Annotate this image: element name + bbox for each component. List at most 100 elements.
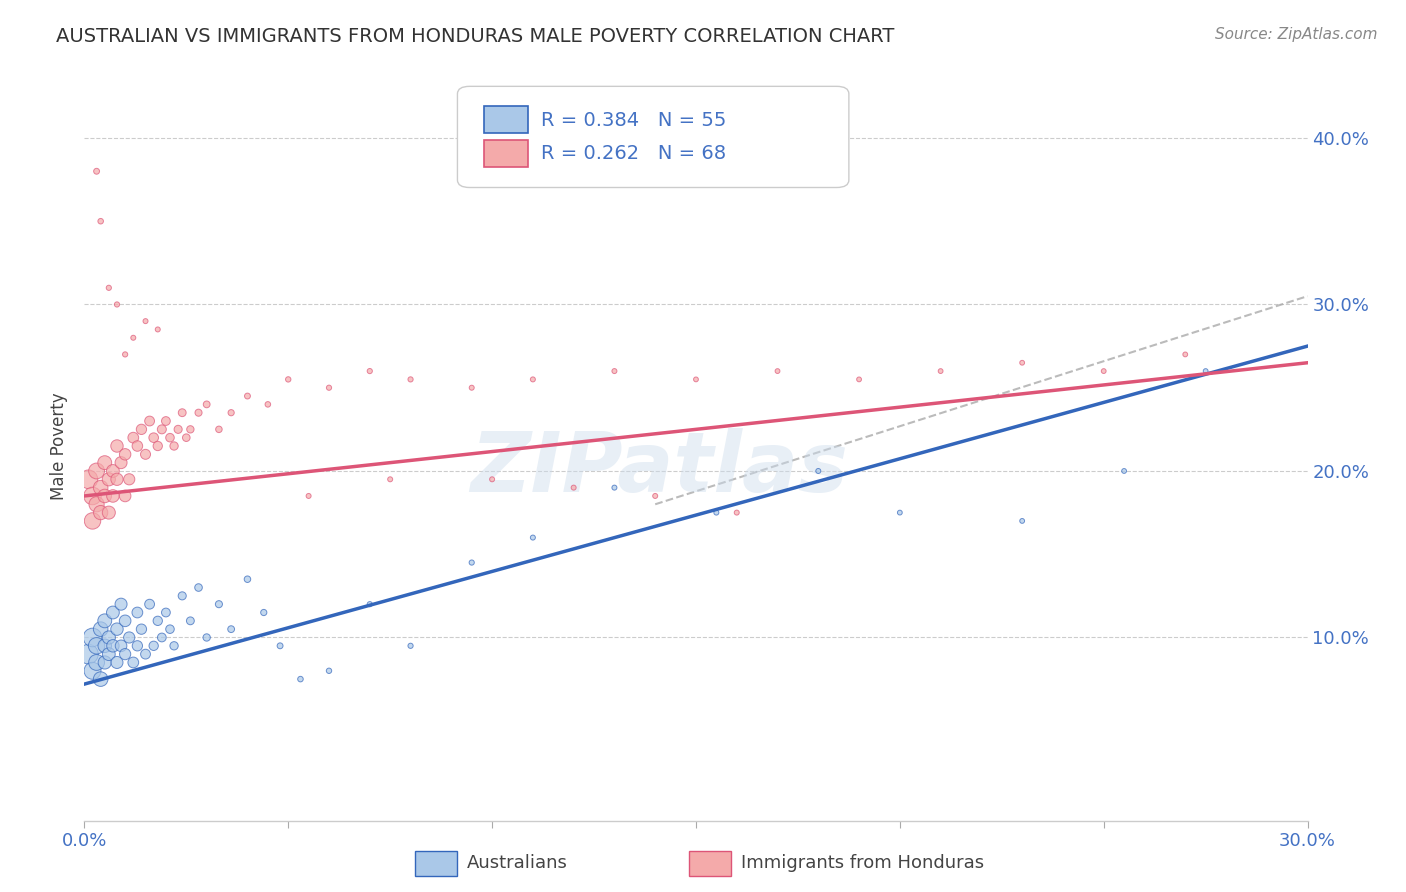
Point (97, 647, 120, 661)
Point (127, 439, 149, 453)
Point (603, 481, 626, 495)
Point (131, 422, 153, 436)
Point (93, 456, 115, 470)
Point (105, 439, 128, 453)
Point (163, 439, 186, 453)
Text: ZIPatlas: ZIPatlas (471, 428, 848, 509)
Point (155, 606, 177, 620)
Point (101, 464, 124, 478)
Point (208, 422, 231, 436)
Point (114, 614, 136, 628)
Point (142, 639, 165, 653)
Point (135, 647, 157, 661)
Point (187, 581, 209, 595)
Point (1011, 514, 1033, 528)
Point (929, 364, 952, 378)
Point (146, 614, 169, 628)
Point (159, 431, 181, 445)
Point (253, 606, 276, 620)
Point (90, 481, 112, 495)
Point (110, 639, 132, 653)
Point (359, 597, 381, 611)
Point (105, 472, 128, 486)
FancyBboxPatch shape (457, 87, 849, 187)
Point (359, 364, 381, 378)
Point (848, 372, 870, 386)
Point (172, 406, 194, 420)
Point (187, 406, 209, 420)
Point (86, 464, 108, 478)
Point (90, 622, 112, 636)
Text: R = 0.262   N = 68: R = 0.262 N = 68 (541, 145, 725, 163)
Point (97, 506, 120, 520)
Point (97, 281, 120, 295)
Point (172, 589, 194, 603)
Point (118, 631, 141, 645)
Point (122, 331, 145, 345)
Point (105, 656, 128, 670)
Point (114, 647, 136, 661)
Point (562, 481, 585, 495)
Point (257, 397, 280, 411)
Point (127, 606, 149, 620)
Point (725, 506, 748, 520)
Point (86, 656, 108, 670)
Point (138, 597, 160, 611)
Point (481, 472, 503, 486)
Point (208, 597, 231, 611)
Point (82, 664, 104, 678)
Point (236, 389, 259, 403)
Point (135, 447, 157, 461)
Point (82, 514, 104, 528)
Point (522, 531, 544, 545)
Point (114, 447, 136, 461)
Point (179, 422, 201, 436)
Point (889, 506, 911, 520)
Point (86, 639, 108, 653)
Point (766, 364, 789, 378)
Point (318, 381, 340, 395)
Point (110, 456, 132, 470)
Point (807, 464, 830, 478)
FancyBboxPatch shape (484, 139, 529, 167)
Point (380, 472, 402, 486)
Point (179, 614, 201, 628)
Point (298, 489, 321, 503)
Point (1174, 347, 1197, 361)
Point (101, 639, 124, 653)
Point (90, 506, 112, 520)
Point (97, 631, 120, 645)
Point (101, 489, 124, 503)
Point (93, 489, 115, 503)
Point (105, 297, 128, 311)
Point (101, 606, 124, 620)
Point (174, 431, 197, 445)
Point (318, 664, 340, 678)
Point (290, 672, 312, 686)
Point (399, 372, 422, 386)
Point (167, 422, 190, 436)
Point (1195, 364, 1218, 378)
Point (269, 639, 291, 653)
Point (93, 614, 115, 628)
Point (90, 214, 112, 228)
Point (131, 622, 153, 636)
Point (77, 647, 100, 661)
Point (236, 572, 259, 586)
Point (114, 489, 136, 503)
Point (706, 506, 728, 520)
Point (142, 431, 165, 445)
Text: Immigrants from Honduras: Immigrants from Honduras (741, 855, 984, 872)
Point (122, 656, 145, 670)
Point (150, 631, 173, 645)
Point (1114, 464, 1136, 478)
Point (644, 489, 666, 503)
Point (150, 422, 173, 436)
Point (86, 497, 108, 511)
Text: Australians: Australians (467, 855, 568, 872)
Point (1011, 356, 1033, 370)
Point (219, 622, 242, 636)
Point (399, 639, 422, 653)
Point (105, 622, 128, 636)
Point (114, 347, 136, 361)
